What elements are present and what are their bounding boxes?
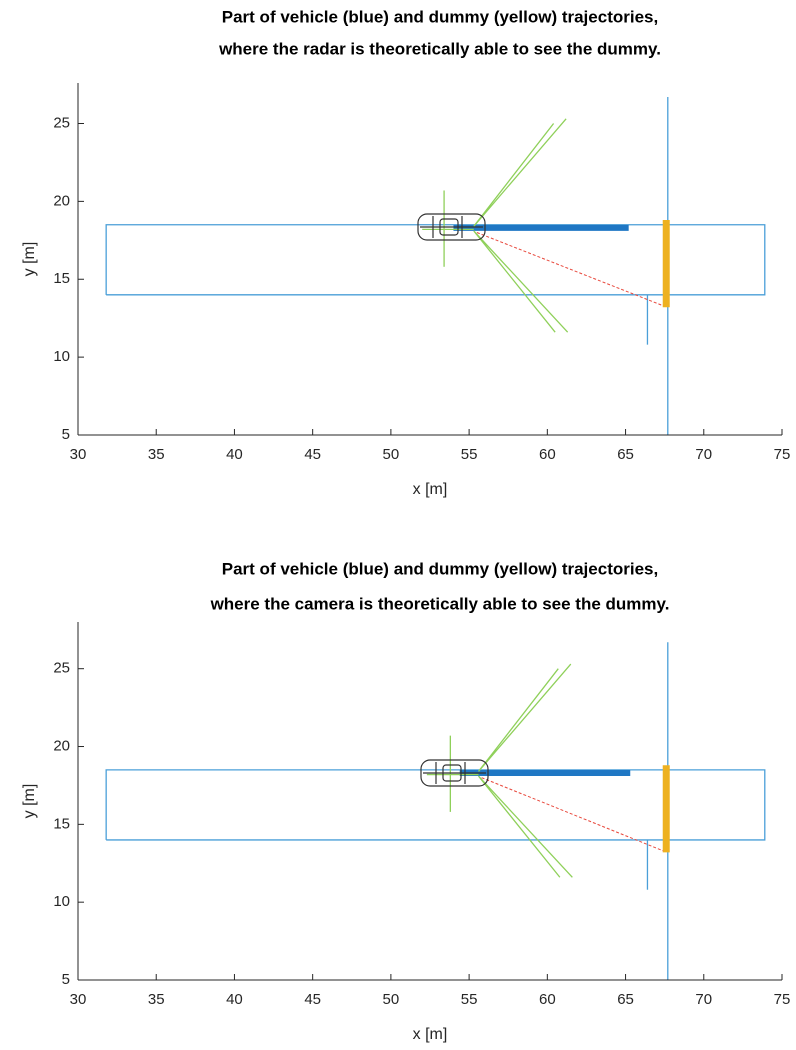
y-tick-label: 25 (53, 660, 70, 677)
x-tick-label: 65 (617, 446, 634, 463)
plots: Part of vehicle (blue) and dummy (yellow… (21, 7, 790, 1043)
x-tick-label: 75 (774, 991, 791, 1008)
chart-title: Part of vehicle (blue) and dummy (yellow… (222, 559, 658, 578)
car-icon (418, 214, 485, 240)
trajectory-line (474, 231, 568, 332)
chart-title: where the radar is theoretically able to… (218, 39, 661, 58)
y-tick-label: 25 (53, 114, 70, 131)
x-axis-label: x [m] (413, 481, 448, 498)
x-tick-label: 45 (304, 991, 321, 1008)
y-tick-label: 20 (53, 192, 70, 209)
trajectory-line (474, 119, 566, 226)
x-tick-label: 60 (539, 991, 556, 1008)
y-tick-label: 15 (53, 270, 70, 287)
x-tick-label: 50 (383, 991, 400, 1008)
x-tick-label: 30 (70, 446, 87, 463)
x-tick-label: 50 (383, 446, 400, 463)
x-tick-label: 70 (695, 446, 712, 463)
x-tick-label: 60 (539, 446, 556, 463)
x-tick-label: 40 (226, 991, 243, 1008)
y-tick-label: 10 (53, 348, 70, 365)
y-tick-label: 5 (62, 971, 70, 988)
figure: Part of vehicle (blue) and dummy (yellow… (0, 0, 796, 1050)
x-tick-label: 75 (774, 446, 791, 463)
x-axis-label: x [m] (413, 1026, 448, 1043)
trajectory-line (478, 664, 570, 771)
y-axis-label: y [m] (21, 784, 38, 819)
x-tick-label: 70 (695, 991, 712, 1008)
subplot: Part of vehicle (blue) and dummy (yellow… (21, 559, 790, 1043)
x-tick-label: 30 (70, 991, 87, 1008)
y-tick-label: 15 (53, 815, 70, 832)
chart-title: Part of vehicle (blue) and dummy (yellow… (222, 7, 658, 26)
y-tick-label: 5 (62, 426, 70, 443)
y-tick-label: 10 (53, 893, 70, 910)
x-tick-label: 40 (226, 446, 243, 463)
y-tick-label: 20 (53, 737, 70, 754)
trajectory-line (478, 776, 572, 877)
x-tick-label: 55 (461, 991, 478, 1008)
x-tick-label: 65 (617, 991, 634, 1008)
plot-area (106, 642, 765, 980)
subplot: Part of vehicle (blue) and dummy (yellow… (21, 7, 790, 498)
plot-area (106, 97, 765, 435)
chart-title: where the camera is theoretically able t… (210, 594, 670, 613)
x-tick-label: 35 (148, 991, 165, 1008)
x-tick-label: 55 (461, 446, 478, 463)
y-axis-label: y [m] (21, 242, 38, 277)
x-tick-label: 45 (304, 446, 321, 463)
car-icon (421, 760, 488, 786)
x-tick-label: 35 (148, 446, 165, 463)
